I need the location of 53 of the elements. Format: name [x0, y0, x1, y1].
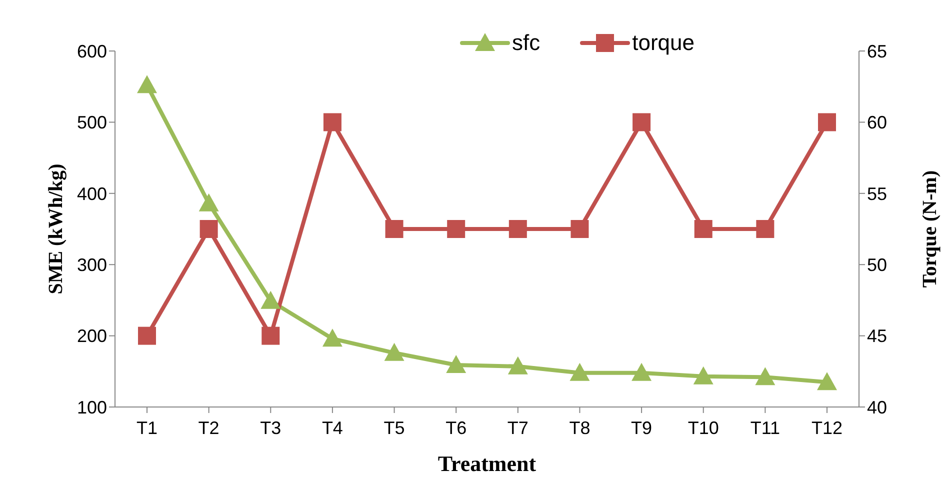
x-axis-title: Treatment	[438, 451, 537, 476]
y-tick-label: 200	[76, 326, 107, 346]
point	[818, 113, 836, 132]
point	[446, 354, 466, 373]
x-tick-label: T2	[198, 418, 220, 438]
point	[508, 220, 527, 238]
point	[817, 372, 837, 390]
point	[756, 220, 774, 238]
point	[262, 326, 280, 345]
legend-label: sfc	[512, 30, 540, 56]
y2-tick-label: 55	[867, 184, 888, 204]
x-tick-label: T6	[446, 418, 467, 438]
y-tick-label: 500	[76, 112, 107, 133]
point	[632, 113, 651, 132]
x-tick-label: T10	[688, 418, 719, 438]
point	[508, 356, 528, 374]
y-tick-label: 400	[76, 184, 107, 204]
point	[138, 326, 156, 345]
point	[570, 362, 590, 381]
y-tick-label: 600	[76, 41, 107, 62]
y2-tick-label: 50	[867, 254, 888, 275]
point	[385, 220, 404, 238]
y-axis-title: SME (kWh/kg)	[45, 164, 68, 294]
x-tick-label: T12	[811, 418, 843, 438]
point	[632, 362, 652, 381]
y2-tick-label: 60	[867, 112, 888, 133]
y2-axis-title: Torque (N-m)	[919, 170, 942, 288]
point	[693, 366, 714, 384]
legend-label: torque	[632, 30, 695, 56]
point	[755, 367, 776, 386]
y2-tick-label: 45	[867, 326, 888, 346]
point	[137, 75, 157, 94]
point	[323, 113, 342, 132]
point	[260, 290, 281, 309]
x-tick-label: T8	[569, 418, 590, 438]
point	[694, 220, 712, 238]
x-tick-label: T4	[322, 418, 343, 438]
x-tick-label: T5	[384, 418, 405, 438]
y-tick-label: 100	[76, 397, 107, 418]
point	[198, 193, 219, 212]
x-tick-label: T11	[750, 418, 780, 438]
x-tick-label: T1	[136, 418, 158, 438]
point	[570, 220, 589, 238]
x-tick-label: T3	[260, 418, 282, 438]
point	[447, 220, 466, 238]
point	[384, 342, 404, 361]
x-tick-label: T9	[631, 418, 652, 438]
y2-tick-label: 65	[867, 41, 888, 62]
point	[200, 220, 218, 238]
point	[322, 328, 342, 347]
y2-tick-label: 40	[867, 397, 888, 418]
y-tick-label: 300	[76, 254, 107, 275]
x-tick-label: T7	[507, 418, 528, 438]
